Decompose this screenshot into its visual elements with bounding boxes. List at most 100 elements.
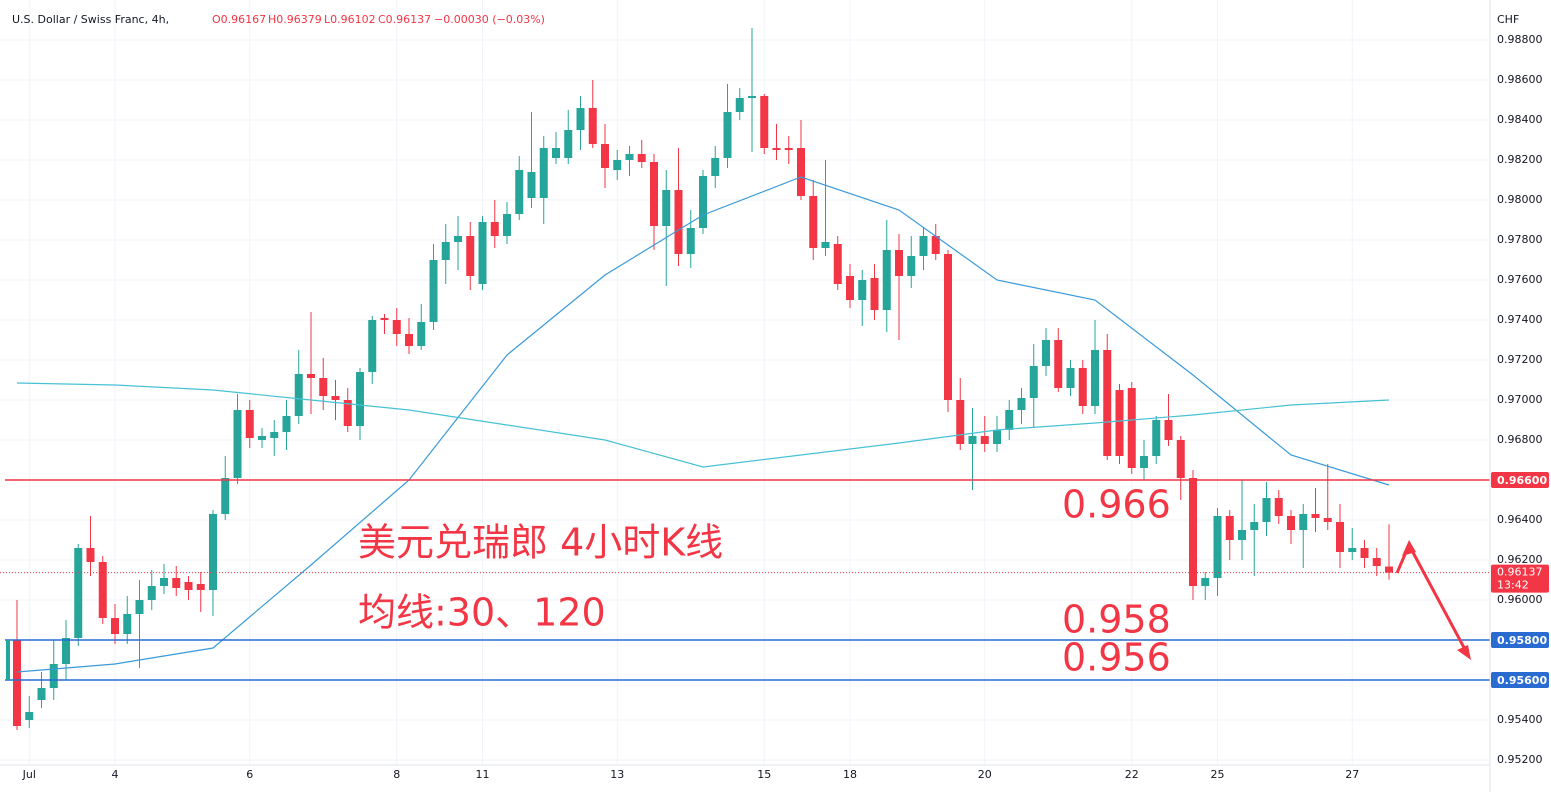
candle-body (160, 578, 168, 586)
candle-body (1176, 440, 1185, 478)
annotation-ma: 均线:30、120 (358, 591, 606, 635)
last-price-box (1491, 564, 1549, 593)
candle-body (576, 108, 585, 130)
candle-body (515, 170, 524, 214)
candle-body (1189, 478, 1197, 586)
y-tick-label: 0.96200 (1497, 553, 1543, 566)
candle-body (294, 374, 303, 416)
candle-body (956, 400, 965, 444)
level-label: 0.95600 (1497, 674, 1547, 687)
candle-body (172, 578, 181, 588)
candle-body (1287, 516, 1295, 530)
candle-body (968, 436, 977, 444)
candle-body (1140, 456, 1148, 468)
candle-body (417, 322, 426, 346)
candle-body (650, 162, 658, 226)
candle-body (1274, 498, 1283, 516)
candle-body (270, 432, 279, 438)
x-tick-label: 18 (843, 768, 857, 781)
x-tick-label: 15 (757, 768, 771, 781)
candle-body (1029, 366, 1038, 398)
candle-body (1103, 350, 1112, 456)
candle-body (760, 96, 769, 148)
candle-body (539, 148, 548, 198)
candle-body (13, 640, 21, 726)
candle-body (405, 334, 413, 346)
y-tick-label: 0.97600 (1497, 273, 1543, 286)
candle-body (123, 614, 132, 634)
candle-body (392, 320, 401, 334)
level-label-box (1491, 472, 1549, 488)
candle-body (1152, 420, 1161, 456)
candle-body (931, 236, 940, 254)
candle-body (1201, 578, 1210, 586)
ohlc-high: H0.96379 (268, 13, 322, 26)
candle-body (748, 96, 756, 98)
candle-body (356, 372, 364, 426)
plot (0, 28, 1490, 730)
candle-body (221, 478, 230, 514)
y-tick-label: 0.98400 (1497, 113, 1543, 126)
arrow-head (1402, 540, 1416, 556)
candle-body (1311, 514, 1320, 518)
candle-body (1360, 548, 1369, 558)
candle-body (870, 278, 879, 310)
y-tick-label: 0.98000 (1497, 193, 1543, 206)
candle-body (980, 436, 989, 444)
y-tick-label: 0.98600 (1497, 73, 1543, 86)
candle-body (503, 214, 511, 236)
candle-body (1054, 340, 1063, 388)
candle-body (1213, 516, 1222, 578)
candle-body (882, 250, 891, 310)
candle-body (147, 586, 156, 600)
candle-body (564, 130, 573, 158)
y-tick-label: 0.96000 (1497, 593, 1543, 606)
x-tick-label: 6 (246, 768, 253, 781)
candle-body (784, 148, 793, 150)
candle-body (944, 254, 952, 400)
candle-body (527, 172, 536, 198)
x-tick-label: 27 (1345, 768, 1359, 781)
candle-body (809, 196, 818, 248)
candle-body (319, 378, 328, 396)
x-tick-label: Jul (22, 768, 36, 781)
last-price-countdown: 13:42 (1497, 579, 1529, 592)
candle-body (895, 250, 903, 276)
y-tick-label: 0.97400 (1497, 313, 1543, 326)
y-tick-label: 0.97800 (1497, 233, 1543, 246)
candle-body (613, 160, 622, 170)
level-label-box (1491, 632, 1549, 648)
y-axis-unit: CHF (1497, 13, 1519, 26)
annotation-level: 0.958 (1062, 598, 1171, 642)
level-label: 0.95800 (1497, 634, 1547, 647)
candle-body (686, 228, 695, 254)
candle-body (993, 430, 1001, 444)
candle-body (735, 98, 744, 112)
candle-body (1385, 566, 1393, 573)
candle-body (833, 244, 842, 284)
y-tick-label: 0.97200 (1497, 353, 1543, 366)
candle-body (1017, 398, 1026, 410)
candle-body (588, 108, 597, 144)
candle-body (907, 256, 916, 276)
candle-body (772, 148, 781, 150)
x-tick-label: 20 (978, 768, 992, 781)
candle-body (37, 688, 46, 700)
ohlc-low: L0.96102 (324, 13, 376, 26)
y-tick-label: 0.96800 (1497, 433, 1543, 446)
candle-body (429, 260, 438, 322)
candle-body (258, 436, 266, 440)
candle-body (478, 222, 487, 284)
candle-body (490, 222, 499, 236)
candle-body (49, 664, 58, 688)
candle-body (368, 320, 377, 372)
arrow-head (1457, 645, 1471, 660)
candle-body (98, 562, 107, 618)
candle-body (184, 582, 193, 590)
moving-average-line (16, 176, 1390, 673)
ohlc-change: −0.00030 (−0.03%) (434, 13, 545, 26)
candle-body (1299, 514, 1308, 530)
candle-body (343, 400, 352, 426)
